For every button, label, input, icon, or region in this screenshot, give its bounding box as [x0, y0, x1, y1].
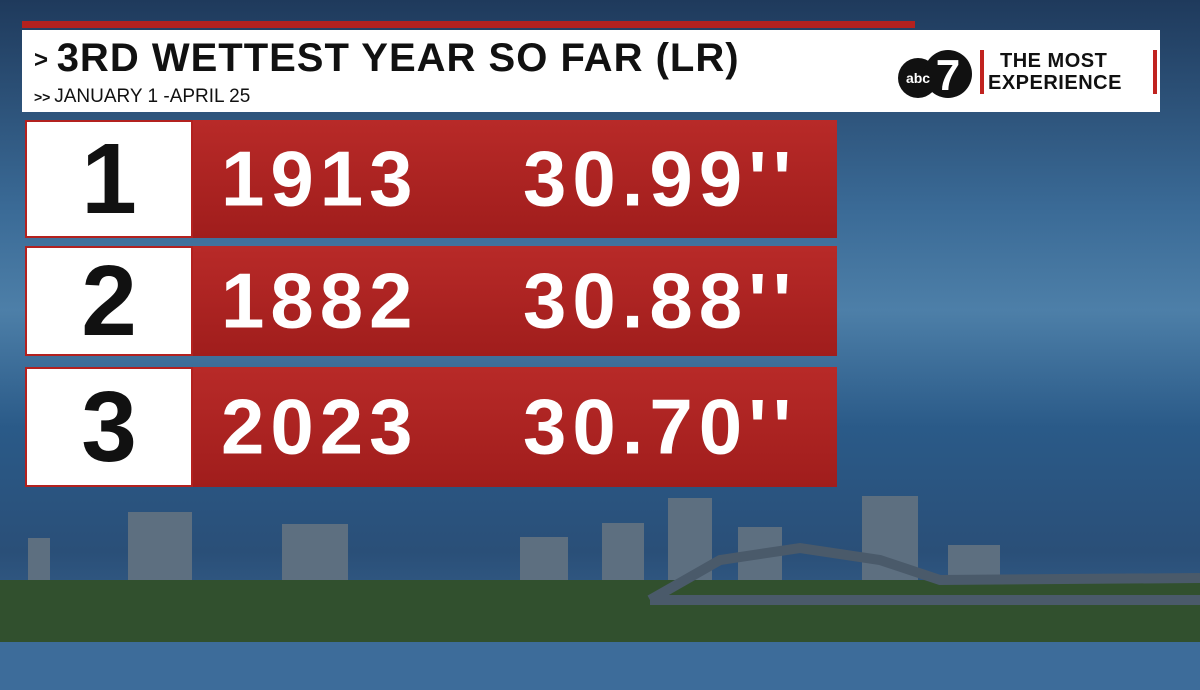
rank: 2 — [25, 245, 193, 357]
abc7-logo: abc 7 — [898, 50, 972, 100]
data-cell: 1882 30.88'' — [193, 246, 837, 356]
accent-line — [22, 21, 915, 28]
table-row: 3 2023 30.70'' — [25, 367, 837, 487]
title-text: 3RD WETTEST YEAR SO FAR (LR) — [56, 36, 740, 80]
rank: 3 — [25, 367, 193, 487]
logo-divider — [980, 50, 984, 94]
subtitle: >> JANUARY 1 -APRIL 25 — [34, 86, 251, 107]
channel-number: 7 — [936, 51, 960, 100]
table-row: 1 1913 30.99'' — [25, 120, 837, 238]
logo-divider — [1153, 50, 1157, 94]
data-cell: 1913 30.99'' — [193, 120, 837, 238]
rainfall-amount: 30.88'' — [523, 256, 798, 345]
rainfall-amount: 30.99'' — [523, 134, 798, 223]
subtitle-text: JANUARY 1 -APRIL 25 — [54, 86, 251, 107]
year: 1882 — [221, 256, 419, 345]
data-cell: 2023 30.70'' — [193, 367, 837, 487]
title: > 3RD WETTEST YEAR SO FAR (LR) — [34, 36, 740, 80]
rainfall-amount: 30.70'' — [523, 382, 798, 471]
network-name: abc — [906, 70, 930, 86]
tagline: EXPERIENCE — [988, 72, 1122, 94]
tagline: THE MOST — [1000, 50, 1108, 72]
year: 1913 — [221, 134, 419, 223]
table-row: 2 1882 30.88'' — [25, 245, 837, 357]
year: 2023 — [221, 382, 419, 471]
rank: 1 — [25, 120, 193, 238]
